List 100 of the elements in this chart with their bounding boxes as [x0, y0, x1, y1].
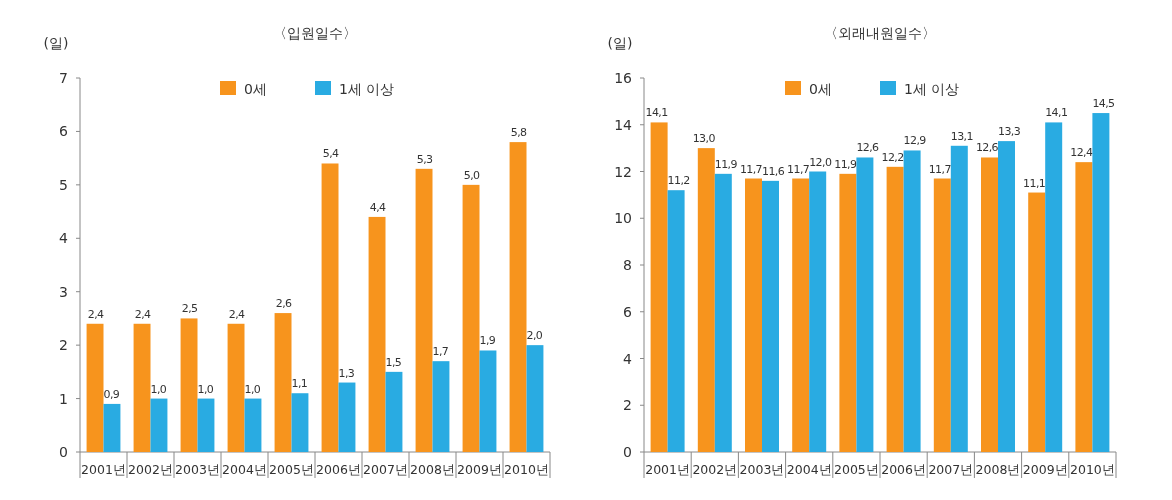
y-tick-label: 7 [59, 70, 68, 86]
bar [856, 157, 874, 452]
y-tick-label: 0 [623, 444, 632, 460]
bar [227, 323, 245, 452]
data-label: 2,4 [228, 307, 246, 321]
data-label: 12,2 [881, 150, 904, 164]
data-label: 2,4 [134, 307, 152, 321]
y-tick-label: 0 [59, 444, 68, 460]
y-tick-label: 2 [623, 397, 632, 414]
x-tick-label: 2009년 [1022, 462, 1068, 477]
bar [886, 166, 904, 452]
bar [903, 150, 921, 452]
bar [133, 323, 151, 452]
y-tick-label: 5 [59, 176, 68, 193]
data-label: 11,1 [1023, 176, 1046, 190]
legend-label: 0세 [809, 81, 832, 97]
bar [526, 345, 544, 452]
x-tick-label: 2002년 [692, 462, 738, 477]
y-tick-label: 6 [59, 123, 69, 140]
data-label: 4,4 [369, 200, 387, 214]
data-label: 5,3 [416, 152, 434, 166]
bar [697, 148, 715, 452]
y-axis-title: (일) [43, 35, 69, 51]
x-tick-label: 2002년 [128, 462, 173, 477]
data-label: 11,2 [667, 174, 690, 188]
data-label: 1,3 [338, 366, 355, 380]
bar [103, 403, 121, 452]
chart-title: 〈외래내원일수〉 [824, 25, 936, 41]
y-tick-label: 4 [623, 350, 633, 367]
bar [981, 157, 998, 452]
bar [368, 216, 386, 452]
data-label: 12,0 [809, 155, 832, 169]
y-tick-label: 2 [59, 337, 68, 354]
data-label: 1,0 [244, 382, 261, 396]
data-label: 14,1 [1045, 106, 1068, 120]
x-tick-label: 2007년 [363, 462, 408, 477]
bar [479, 350, 497, 452]
x-tick-label: 2001년 [81, 462, 126, 477]
y-axis-title: (일) [607, 35, 633, 51]
bar [714, 173, 732, 452]
x-tick-label: 2006년 [316, 462, 361, 477]
chart-title: 〈입원일수〉 [273, 25, 357, 41]
data-label: 1,7 [432, 345, 449, 359]
data-label: 13,0 [692, 132, 716, 146]
data-label: 5,4 [322, 147, 340, 161]
bar [462, 184, 480, 452]
bar [1092, 113, 1110, 452]
data-label: 11,9 [714, 157, 738, 171]
data-label: 5,0 [463, 168, 481, 182]
x-tick-label: 2001년 [645, 462, 691, 477]
data-label: 1,9 [479, 334, 496, 348]
bar [86, 323, 104, 452]
data-label: 5,8 [510, 126, 528, 140]
data-label: 2,6 [275, 297, 293, 311]
x-tick-label: 2009년 [457, 462, 502, 477]
y-tick-label: 4 [59, 230, 69, 247]
bar [274, 313, 292, 452]
data-label: 12,6 [856, 141, 880, 155]
data-label: 1,0 [197, 382, 214, 396]
x-tick-label: 2008년 [975, 462, 1021, 477]
data-label: 1,0 [150, 382, 167, 396]
bar [150, 398, 168, 452]
bar [385, 371, 403, 452]
data-label: 11,7 [739, 162, 763, 176]
data-label: 11,6 [762, 164, 785, 178]
data-label: 12,9 [903, 134, 927, 148]
legend-label: 0세 [244, 81, 267, 97]
y-tick-label: 6 [623, 303, 633, 320]
bar [415, 168, 433, 452]
bar [197, 398, 215, 452]
y-tick-label: 3 [59, 283, 68, 300]
x-tick-label: 2004년 [222, 462, 267, 477]
x-tick-label: 2005년 [833, 462, 879, 477]
data-label: 14,1 [645, 106, 668, 120]
x-tick-label: 2006년 [881, 462, 927, 477]
data-label: 2,4 [87, 307, 105, 321]
bar [839, 173, 857, 452]
x-tick-label: 2004년 [786, 462, 832, 477]
data-label: 11,7 [928, 162, 952, 176]
bar [998, 141, 1015, 452]
bar [1028, 192, 1046, 452]
bar [180, 318, 198, 452]
data-label: 0,9 [103, 387, 120, 401]
bar [1045, 122, 1063, 452]
data-label: 1,1 [291, 377, 308, 391]
bar [432, 361, 450, 452]
y-tick-label: 16 [614, 70, 633, 86]
y-tick-label: 12 [614, 163, 632, 180]
legend-label: 1세 이상 [904, 81, 960, 97]
bar [792, 178, 810, 452]
legend-label: 1세 이상 [339, 81, 395, 97]
bar [291, 393, 309, 452]
y-tick-label: 14 [614, 116, 633, 133]
bar [509, 142, 527, 452]
bar [338, 382, 356, 452]
x-tick-label: 2010년 [504, 462, 549, 477]
bar [244, 398, 262, 452]
x-tick-label: 2003년 [739, 462, 785, 477]
data-label: 2,0 [526, 329, 543, 343]
x-tick-label: 2003년 [175, 462, 220, 477]
